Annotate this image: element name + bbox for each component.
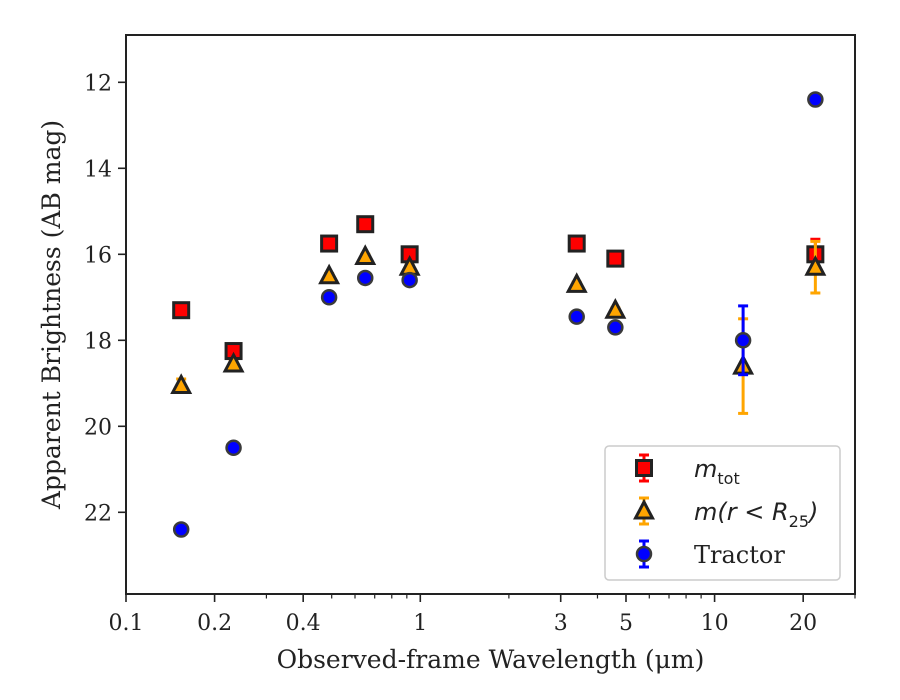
data-point-triangle bbox=[170, 373, 193, 394]
x-tick-label: 20 bbox=[789, 611, 817, 636]
y-tick-label: 22 bbox=[84, 501, 112, 526]
x-tick-label: 5 bbox=[619, 611, 633, 636]
data-point-circle bbox=[807, 91, 824, 108]
legend-label: Tractor bbox=[694, 541, 785, 569]
data-point-triangle bbox=[222, 351, 245, 373]
series-square bbox=[172, 215, 825, 361]
legend-marker-square bbox=[635, 459, 653, 477]
legend-marker-triangle bbox=[633, 498, 655, 520]
y-tick-label: 12 bbox=[84, 71, 112, 96]
x-axis: 0.1 0.2 0.4 1 3 5 10 20 bbox=[109, 594, 856, 636]
x-tick-label: 10 bbox=[701, 611, 729, 636]
x-tick-label: 1 bbox=[413, 611, 427, 636]
data-point-square bbox=[606, 249, 625, 268]
x-tick-label: 0.4 bbox=[286, 611, 321, 636]
x-tick-label: 0.2 bbox=[197, 611, 232, 636]
plot-frame bbox=[125, 34, 856, 595]
legend-item: m(r < R25) bbox=[633, 496, 818, 531]
data-point-circle bbox=[568, 308, 585, 325]
data-point-circle bbox=[734, 332, 752, 349]
series-triangle bbox=[170, 239, 827, 415]
data-point-square bbox=[356, 215, 375, 234]
x-tick-label: 0.1 bbox=[109, 611, 144, 636]
data-point-square bbox=[567, 234, 586, 253]
data-point-triangle bbox=[565, 272, 588, 293]
legend-marker-circle bbox=[635, 545, 653, 563]
legend-label: mtot bbox=[694, 455, 740, 488]
y-tick-label: 14 bbox=[84, 157, 112, 182]
legend-item: mtot bbox=[635, 453, 740, 488]
y-axis: 12 14 16 18 20 22 bbox=[84, 71, 126, 526]
legend-label-main: m(r < R bbox=[694, 498, 789, 526]
y-tick-label: 16 bbox=[84, 243, 112, 268]
legend: mtot m(r < R25) Tractor bbox=[604, 445, 841, 581]
y-tick-label: 18 bbox=[84, 329, 112, 354]
series-circle bbox=[172, 91, 824, 538]
data-point-triangle bbox=[318, 263, 341, 285]
data-point-circle bbox=[607, 319, 624, 336]
data-point-triangle bbox=[354, 244, 377, 265]
legend-label-rest: ) bbox=[807, 498, 818, 526]
legend-item: Tractor bbox=[635, 539, 785, 569]
data-point-square bbox=[320, 234, 339, 253]
data-point-triangle bbox=[604, 298, 627, 319]
legend-box bbox=[604, 445, 841, 581]
legend-label-main: m bbox=[694, 455, 717, 483]
data-point-triangle bbox=[804, 255, 827, 276]
data-point-circle bbox=[172, 521, 190, 538]
data-point-circle bbox=[320, 289, 338, 306]
x-tick-label: 3 bbox=[554, 611, 568, 636]
data-point-circle bbox=[401, 271, 418, 289]
series-layer bbox=[170, 91, 827, 538]
data-point-square bbox=[172, 301, 191, 320]
x-axis-title: Observed-frame Wavelength (μm) bbox=[277, 645, 705, 674]
legend-label-sub: 25 bbox=[789, 512, 809, 531]
legend-label: m(r < R25) bbox=[694, 498, 818, 531]
data-point-circle bbox=[225, 439, 242, 457]
y-tick-label: 20 bbox=[84, 415, 112, 440]
plot-area bbox=[125, 34, 856, 595]
legend-label-sub: tot bbox=[717, 469, 739, 488]
legend-label-main: Tractor bbox=[694, 541, 785, 569]
data-point-circle bbox=[356, 269, 374, 287]
y-axis-title: Apparent Brightness (AB mag) bbox=[37, 120, 66, 510]
